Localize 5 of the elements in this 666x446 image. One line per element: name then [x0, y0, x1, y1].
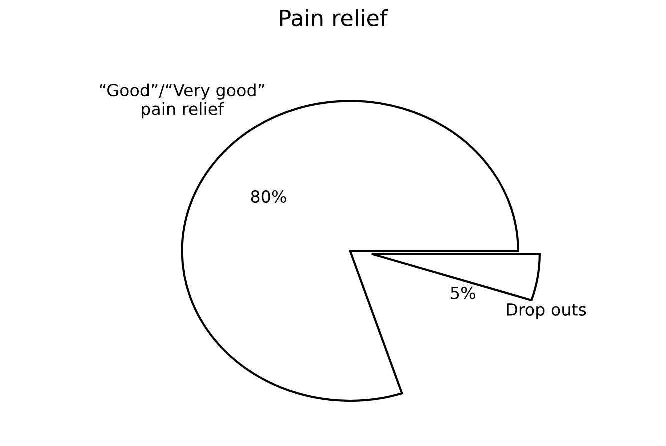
slice-label: Drop outs — [507, 304, 586, 320]
data-label: 80% — [251, 190, 286, 204]
slice-label: “Good”/“Very good” pain relief — [100, 84, 264, 119]
data-label: 5% — [451, 286, 476, 300]
chart-title: Pain relief — [280, 9, 388, 27]
